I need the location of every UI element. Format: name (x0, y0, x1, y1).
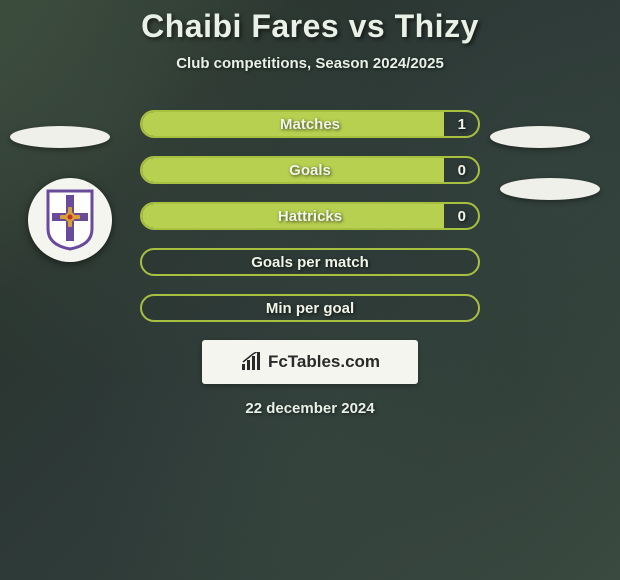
stat-value: 0 (458, 208, 466, 225)
date-text: 22 december 2024 (245, 400, 374, 417)
stat-label: Goals (289, 162, 331, 179)
stat-label: Hattricks (278, 208, 342, 225)
player-slot-left (10, 126, 110, 148)
stat-label: Goals per match (251, 254, 369, 271)
stat-label: Min per goal (266, 300, 354, 317)
player-slot-right-2 (500, 178, 600, 200)
player-slot-right-1 (490, 126, 590, 148)
stat-row: Goals 0 (140, 156, 480, 184)
stat-row: Goals per match (140, 248, 480, 276)
stat-value: 1 (458, 116, 466, 133)
subtitle: Club competitions, Season 2024/2025 (176, 55, 444, 72)
page-title: Chaibi Fares vs Thizy (141, 8, 479, 45)
stat-value: 0 (458, 162, 466, 179)
brand-text: FcTables.com (268, 352, 380, 372)
chart-icon (240, 352, 264, 372)
stat-row: Matches 1 (140, 110, 480, 138)
stat-label: Matches (280, 116, 340, 133)
stat-row: Hattricks 0 (140, 202, 480, 230)
club-crest (28, 178, 112, 262)
stat-row: Min per goal (140, 294, 480, 322)
brand-badge: FcTables.com (202, 340, 418, 384)
stats-container: Matches 1 Goals 0 Hattricks 0 Goals per match M… (140, 110, 480, 322)
club-crest-shield-icon (44, 189, 96, 251)
